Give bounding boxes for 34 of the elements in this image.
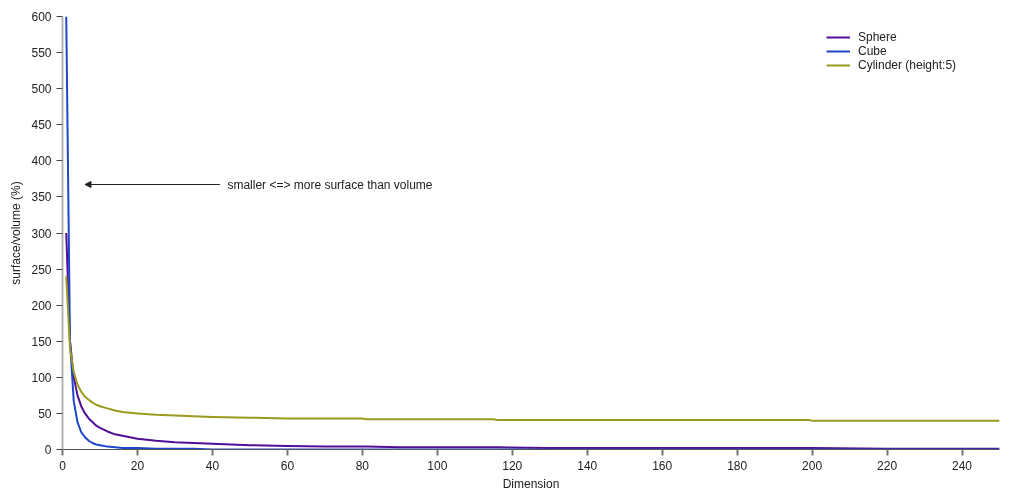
x-tick-label: 0	[59, 458, 67, 473]
x-tick-label: 80	[355, 458, 370, 473]
y-tick-label: 200	[31, 298, 52, 313]
legend-label: Sphere	[858, 30, 898, 44]
y-tick-label: 600	[31, 10, 52, 24]
x-tick-label: 160	[652, 458, 673, 473]
y-tick-label: 150	[31, 334, 52, 349]
y-axis-title: surface/volume (%)	[9, 181, 24, 285]
x-tick-label: 20	[130, 458, 145, 473]
annotation: smaller <=> more surface than volume	[227, 177, 433, 192]
x-tick-label: 180	[727, 458, 748, 473]
y-tick-label: 500	[31, 82, 52, 97]
x-tick-label: 40	[205, 458, 220, 473]
x-tick-label: 200	[802, 458, 823, 473]
line-series	[65, 232, 1000, 450]
y-tick-label: 0	[44, 443, 52, 457]
x-tick-label: 240	[952, 458, 973, 473]
y-tick-label: 100	[31, 370, 52, 385]
legend-label: Cube	[858, 44, 888, 58]
y-tick-label: 300	[31, 226, 52, 241]
line-series	[65, 275, 1000, 422]
legend-label: Cylinder (height:5)	[858, 58, 958, 72]
y-tick-label: 550	[31, 46, 52, 61]
y-tick-label: 450	[31, 118, 52, 133]
x-tick-label: 100	[427, 458, 448, 473]
x-axis-title: Dimension	[502, 476, 560, 491]
y-tick-label: 350	[31, 190, 52, 205]
x-tick-label: 220	[877, 458, 898, 473]
y-tick-label: 400	[31, 154, 52, 169]
y-tick-label: 50	[38, 406, 52, 421]
y-tick-label: 250	[31, 262, 52, 277]
x-tick-label: 60	[280, 458, 295, 473]
x-tick-label: 140	[577, 458, 598, 473]
x-tick-label: 120	[502, 458, 523, 473]
